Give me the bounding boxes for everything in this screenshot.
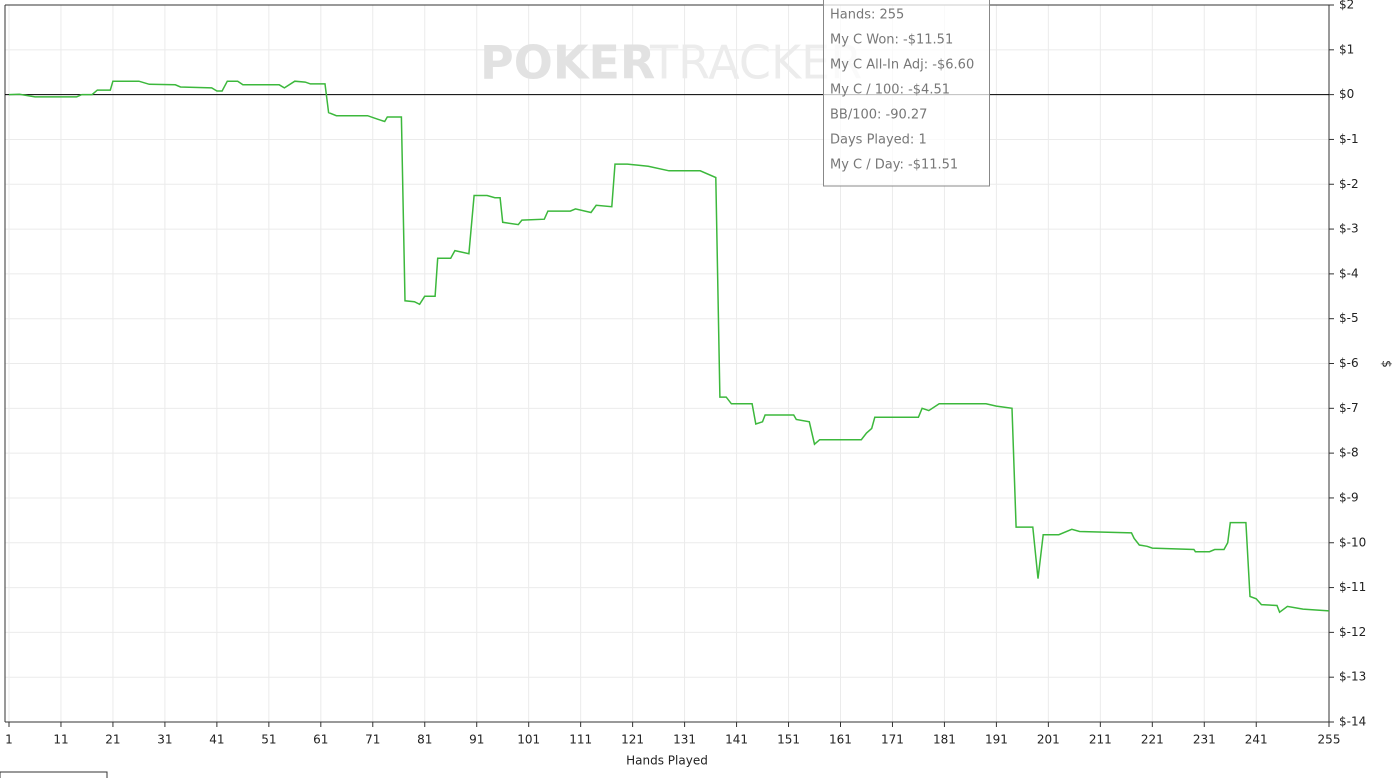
x-tick-label: 171 bbox=[881, 733, 904, 747]
tooltip bbox=[823, 0, 990, 187]
y-tick-label: $-2 bbox=[1339, 177, 1359, 191]
x-tick-label: 201 bbox=[1037, 733, 1060, 747]
y-tick-label: $-14 bbox=[1339, 715, 1366, 729]
y-tick-label: $-5 bbox=[1339, 311, 1359, 325]
tooltip-line: My C / 100: -$4.51 bbox=[830, 83, 950, 98]
y-axis-label: $ bbox=[1380, 360, 1394, 368]
tooltip-line: BB/100: -90.27 bbox=[830, 108, 927, 123]
tooltip-line: My C / Day: -$11.51 bbox=[830, 158, 958, 173]
y-tick-label: $-11 bbox=[1339, 580, 1366, 594]
x-tick-label: 61 bbox=[313, 733, 328, 747]
y-tick-label: $-4 bbox=[1339, 266, 1359, 280]
x-tick-label: 1 bbox=[5, 733, 13, 747]
y-tick-label: $-3 bbox=[1339, 222, 1359, 236]
x-tick-label: 141 bbox=[725, 733, 748, 747]
tooltip-line: Hands: 255 bbox=[830, 8, 904, 23]
watermark: POKER bbox=[480, 36, 655, 90]
y-tick-label: $2 bbox=[1339, 0, 1354, 12]
line-series bbox=[8, 80, 1330, 614]
y-tick-label: $-7 bbox=[1339, 401, 1359, 415]
x-tick-label: 221 bbox=[1141, 733, 1164, 747]
x-tick-label: 255 bbox=[1318, 733, 1341, 747]
x-tick-label: 211 bbox=[1089, 733, 1112, 747]
x-tick-label: 81 bbox=[417, 733, 432, 747]
x-tick-label: 91 bbox=[469, 733, 484, 747]
x-tick-label: 41 bbox=[209, 733, 224, 747]
y-tick-label: $0 bbox=[1339, 87, 1354, 101]
x-axis-label: Hands Played bbox=[626, 754, 708, 768]
x-tick-label: 101 bbox=[517, 733, 540, 747]
x-tick-label: 11 bbox=[53, 733, 68, 747]
x-tick-label: 131 bbox=[673, 733, 696, 747]
x-tick-label: 21 bbox=[105, 733, 120, 747]
y-tick-label: $-13 bbox=[1339, 670, 1366, 684]
x-tick-label: 51 bbox=[261, 733, 276, 747]
x-tick-label: 151 bbox=[777, 733, 800, 747]
y-tick-label: $-10 bbox=[1339, 535, 1366, 549]
x-tick-label: 181 bbox=[933, 733, 956, 747]
y-tick-label: $1 bbox=[1339, 42, 1354, 56]
tooltip-line: Days Played: 1 bbox=[830, 133, 927, 148]
x-tick-label: 191 bbox=[985, 733, 1008, 747]
legend-box bbox=[0, 771, 108, 778]
x-tick-label: 31 bbox=[157, 733, 172, 747]
y-tick-label: $-9 bbox=[1339, 490, 1359, 504]
y-tick-label: $-8 bbox=[1339, 446, 1359, 460]
tooltip-line: My C Won: -$11.51 bbox=[830, 33, 953, 48]
tooltip-line: My C All-In Adj: -$6.60 bbox=[830, 58, 974, 73]
x-tick-label: 71 bbox=[365, 733, 380, 747]
x-tick-label: 161 bbox=[829, 733, 852, 747]
x-tick-label: 231 bbox=[1193, 733, 1216, 747]
x-tick-label: 121 bbox=[621, 733, 644, 747]
y-tick-label: $-1 bbox=[1339, 132, 1359, 146]
x-tick-label: 241 bbox=[1245, 733, 1268, 747]
y-tick-label: $-6 bbox=[1339, 356, 1359, 370]
y-tick-label: $-12 bbox=[1339, 625, 1366, 639]
x-tick-label: 111 bbox=[569, 733, 592, 747]
